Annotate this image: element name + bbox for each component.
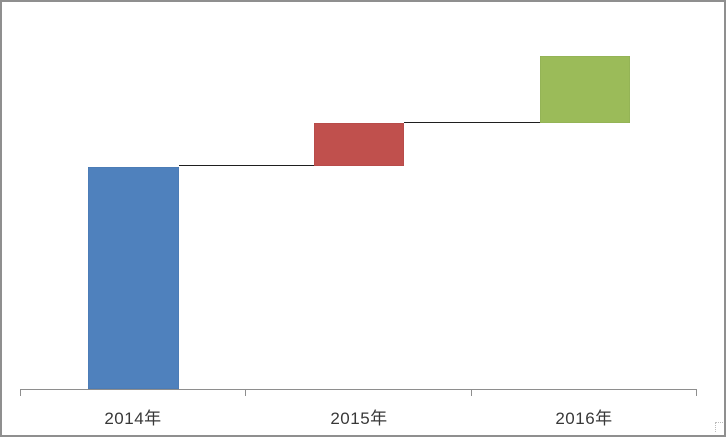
x-axis-label: 2014年: [104, 409, 162, 428]
x-axis-line: [20, 389, 697, 390]
chart-resize-handle[interactable]: [715, 422, 724, 432]
waterfall-connector-line: [404, 122, 540, 123]
x-axis-label: 2015年: [330, 409, 388, 428]
x-axis-tick: [696, 389, 697, 396]
bar-2015[interactable]: [314, 123, 404, 166]
bar-2016[interactable]: [540, 56, 630, 123]
x-axis-tick: [471, 389, 472, 396]
x-axis-tick: [245, 389, 246, 396]
bar-2014[interactable]: [88, 167, 179, 389]
x-axis-label: 2016年: [555, 409, 613, 428]
x-axis-tick: [20, 389, 21, 396]
waterfall-connector-line: [179, 165, 314, 166]
